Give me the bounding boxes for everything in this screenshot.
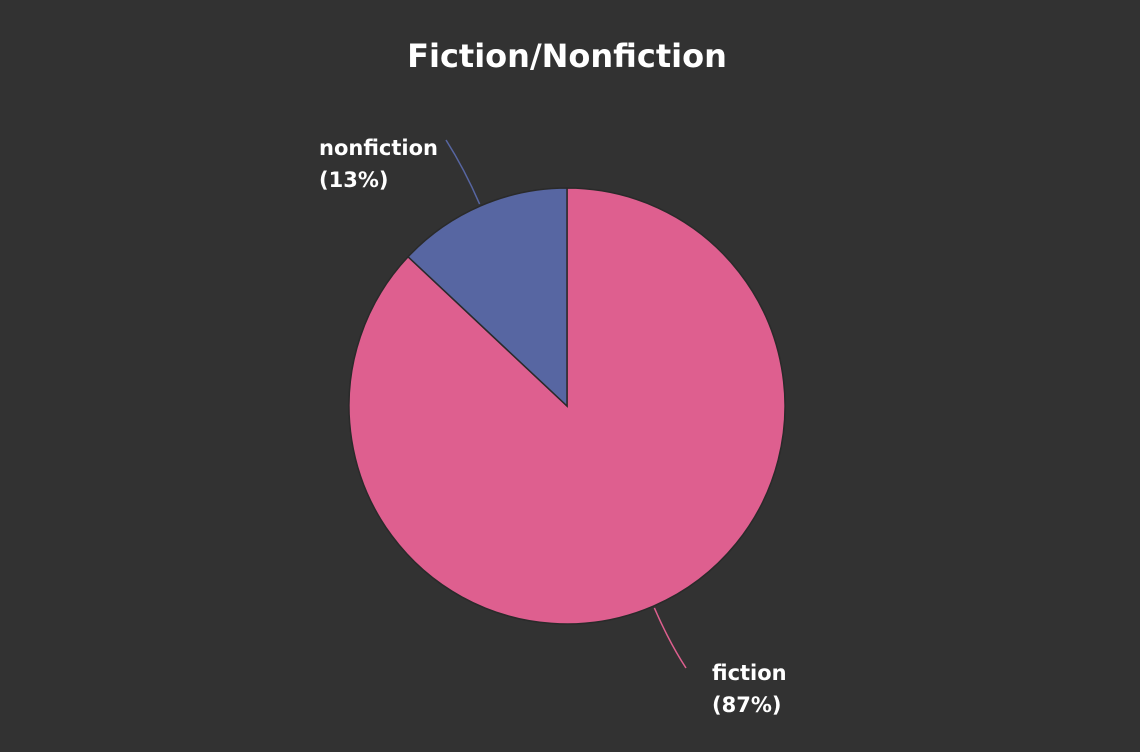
leader-line-fiction bbox=[653, 607, 687, 669]
leader-line-nonfiction bbox=[445, 139, 481, 205]
slice-label-fiction: fiction bbox=[712, 661, 787, 685]
slice-label-nonfiction: nonfiction bbox=[319, 136, 438, 160]
pie-labels: fiction (87%) nonfiction (13%) bbox=[319, 136, 787, 717]
pie-slices bbox=[348, 187, 786, 625]
slice-percent-fiction: (87%) bbox=[712, 693, 781, 717]
slice-percent-nonfiction: (13%) bbox=[319, 168, 388, 192]
pie-slice-nonfiction bbox=[407, 187, 568, 408]
chart-title: Fiction/Nonfiction bbox=[407, 37, 727, 75]
